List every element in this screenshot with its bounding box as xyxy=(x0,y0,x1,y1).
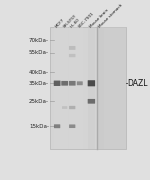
Text: 15kDa-: 15kDa- xyxy=(29,124,49,129)
FancyBboxPatch shape xyxy=(54,124,60,128)
Text: SH-SY5Y: SH-SY5Y xyxy=(62,14,78,28)
FancyBboxPatch shape xyxy=(88,80,95,86)
Text: SGC-7901: SGC-7901 xyxy=(78,11,95,28)
FancyBboxPatch shape xyxy=(69,81,76,86)
Bar xyxy=(61,27,68,149)
FancyBboxPatch shape xyxy=(69,124,75,128)
Text: 40kDa-: 40kDa- xyxy=(29,70,49,75)
Bar xyxy=(69,27,76,149)
Text: HL-60: HL-60 xyxy=(70,17,81,28)
Bar xyxy=(97,27,126,149)
Text: MCF7: MCF7 xyxy=(55,18,66,28)
Text: 70kDa-: 70kDa- xyxy=(29,38,49,43)
FancyBboxPatch shape xyxy=(69,106,75,109)
Text: Mouse stomach: Mouse stomach xyxy=(98,3,123,28)
Text: 55kDa-: 55kDa- xyxy=(29,50,49,55)
FancyBboxPatch shape xyxy=(62,106,67,109)
Bar xyxy=(50,27,126,149)
Bar xyxy=(54,27,61,149)
Bar xyxy=(88,27,95,149)
Text: 25kDa-: 25kDa- xyxy=(29,99,49,104)
FancyBboxPatch shape xyxy=(54,81,60,86)
FancyBboxPatch shape xyxy=(61,81,68,86)
Text: DAZL: DAZL xyxy=(128,79,148,88)
Bar xyxy=(76,27,83,149)
Text: Mouse brain: Mouse brain xyxy=(89,8,110,28)
Bar xyxy=(97,27,104,149)
Text: 35kDa-: 35kDa- xyxy=(29,81,49,86)
FancyBboxPatch shape xyxy=(69,46,75,50)
FancyBboxPatch shape xyxy=(88,99,95,104)
FancyBboxPatch shape xyxy=(77,81,83,85)
FancyBboxPatch shape xyxy=(69,54,75,57)
